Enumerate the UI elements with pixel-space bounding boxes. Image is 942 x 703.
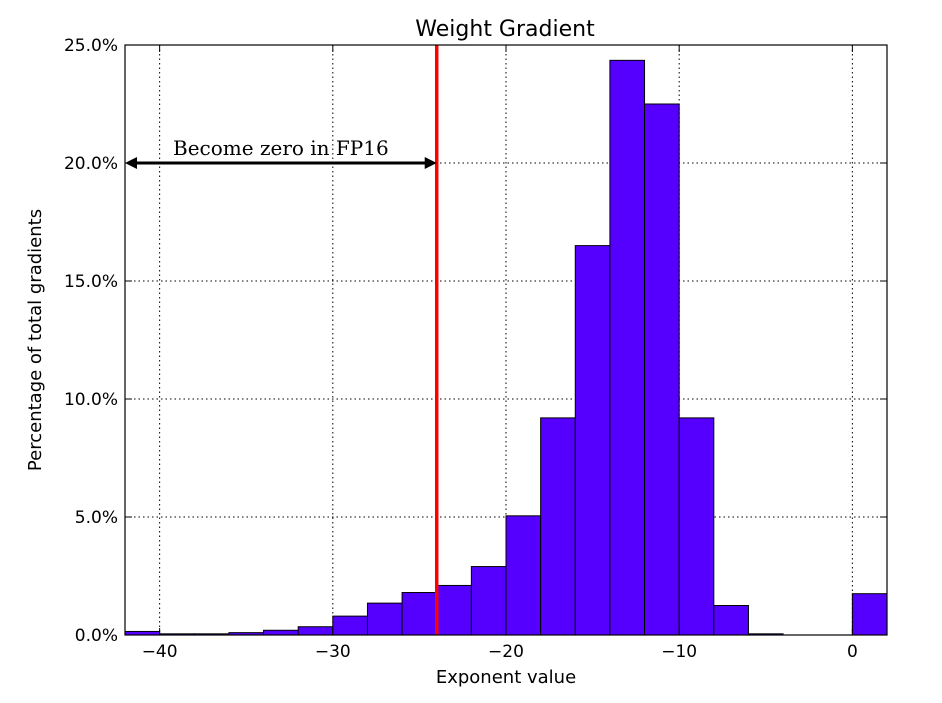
histogram-bar bbox=[574, 245, 611, 636]
histogram-bar bbox=[678, 417, 715, 636]
x-axis-label: Exponent value bbox=[436, 667, 576, 688]
histogram-bar bbox=[505, 515, 542, 636]
annotation-label: Become zero in FP16 bbox=[173, 136, 389, 160]
histogram-bars bbox=[124, 59, 888, 636]
y-tick-label: 25.0% bbox=[64, 36, 118, 56]
histogram-bar bbox=[713, 605, 749, 636]
x-tick-label: −40 bbox=[142, 642, 178, 662]
axis-ticks: −40 −30 −20 −10 0 0.0% 5.0% 10.0% 15.0% 20.0% 25.0… bbox=[64, 36, 887, 662]
y-tick-label: 0.0% bbox=[75, 626, 118, 646]
histogram-bar bbox=[332, 615, 368, 636]
y-tick-label: 10.0% bbox=[64, 390, 118, 410]
histogram-bar bbox=[263, 629, 299, 636]
x-tick-label: 0 bbox=[847, 642, 858, 662]
histogram-bar bbox=[644, 103, 680, 636]
y-tick-label: 15.0% bbox=[64, 272, 118, 292]
plot-frame bbox=[124, 44, 888, 636]
y-tick-label: 5.0% bbox=[75, 508, 118, 528]
chart-title: Weight Gradient bbox=[415, 17, 595, 42]
histogram-bar bbox=[470, 566, 507, 636]
histogram-bar bbox=[609, 59, 646, 636]
y-tick-label: 20.0% bbox=[64, 154, 118, 174]
x-tick-label: −10 bbox=[661, 642, 697, 662]
histogram-bar bbox=[366, 602, 403, 636]
x-tick-label: −30 bbox=[315, 642, 351, 662]
annotation-arrowhead-left bbox=[125, 157, 137, 169]
x-tick-label: −20 bbox=[488, 642, 524, 662]
annotation-arrowhead-right bbox=[424, 157, 437, 169]
histogram-bar bbox=[851, 593, 888, 636]
histogram-bar bbox=[436, 584, 472, 636]
fp16-annotation: Become zero in FP16 bbox=[125, 136, 437, 169]
histogram-bar bbox=[540, 417, 576, 636]
histogram-bar bbox=[297, 626, 334, 636]
y-axis-label: Percentage of total gradients bbox=[25, 209, 46, 471]
histogram-bar bbox=[401, 592, 438, 636]
